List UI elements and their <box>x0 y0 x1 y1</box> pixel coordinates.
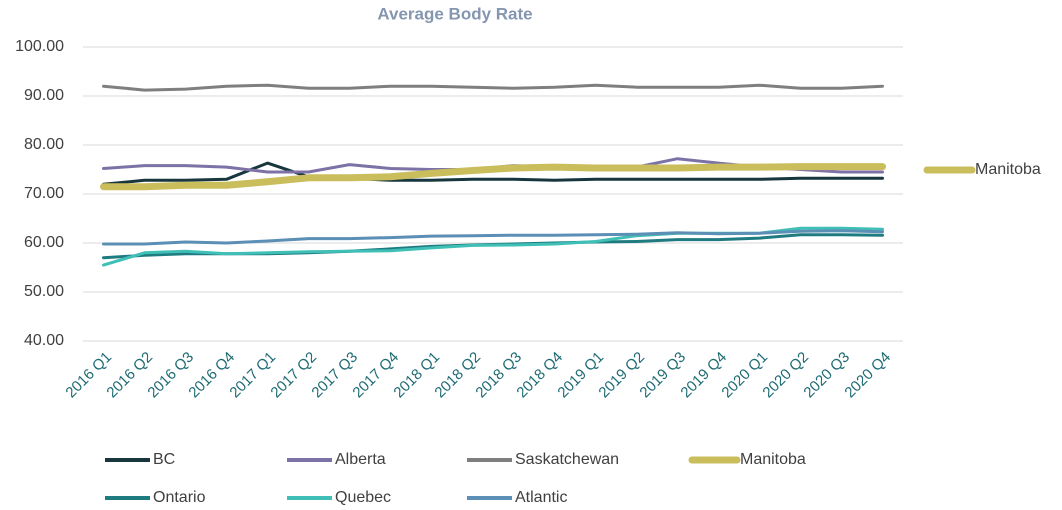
legend-label: Atlantic <box>515 489 567 506</box>
legend-label: Saskatchewan <box>515 451 619 468</box>
y-tick-label: 70.00 <box>24 185 64 202</box>
legend-label: Quebec <box>335 489 391 506</box>
y-tick-label: 80.00 <box>24 136 64 153</box>
legend-label: Manitoba <box>740 451 806 468</box>
y-tick-label: 100.00 <box>15 38 64 55</box>
series-line <box>100 163 886 191</box>
x-tick-label: 2020 Q4 <box>841 349 894 402</box>
legend-label: Alberta <box>335 451 386 468</box>
legend-label: Ontario <box>153 489 206 506</box>
series-line <box>102 83 884 92</box>
series-line <box>102 229 884 246</box>
legend-label: BC <box>153 451 175 468</box>
annotation-label: Manitoba <box>975 161 1041 178</box>
y-tick-label: 60.00 <box>24 234 64 251</box>
y-tick-label: 50.00 <box>24 283 64 300</box>
y-tick-label: 90.00 <box>24 87 64 104</box>
chart-title: Average Body Rate <box>377 4 532 23</box>
series-line <box>102 161 884 186</box>
y-tick-label: 40.00 <box>24 332 64 349</box>
